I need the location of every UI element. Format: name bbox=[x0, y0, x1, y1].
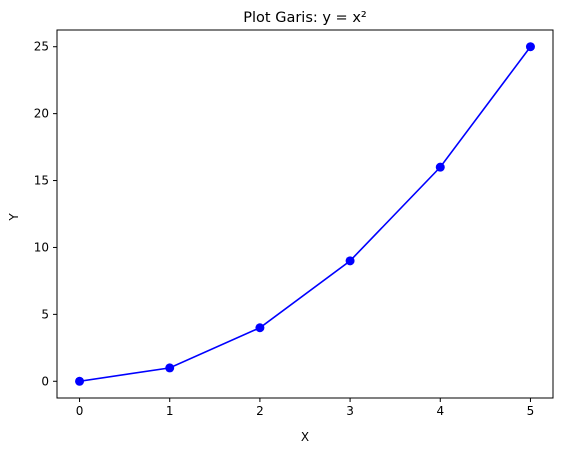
x-tick-label: 5 bbox=[527, 404, 535, 418]
data-point bbox=[165, 363, 175, 373]
data-point bbox=[75, 376, 85, 386]
chart-title: Plot Garis: y = x² bbox=[243, 10, 366, 26]
x-tick-label: 0 bbox=[76, 404, 84, 418]
y-tick-label: 20 bbox=[34, 107, 49, 121]
y-tick-label: 25 bbox=[34, 40, 49, 54]
x-tick-label: 2 bbox=[256, 404, 264, 418]
plot-area: 0 1 2 3 4 5 0 5 10 15 20 25 bbox=[34, 29, 554, 418]
data-point bbox=[435, 162, 445, 172]
y-axis-label: Y bbox=[7, 213, 21, 222]
data-point bbox=[525, 42, 535, 52]
x-tick-label: 3 bbox=[346, 404, 354, 418]
x-axis-label: X bbox=[301, 430, 309, 444]
plot-frame bbox=[56, 29, 554, 399]
x-tick-label: 1 bbox=[166, 404, 174, 418]
y-tick-label: 10 bbox=[34, 240, 49, 254]
y-tick-label: 5 bbox=[41, 307, 49, 321]
data-point bbox=[345, 256, 355, 266]
y-tick-label: 0 bbox=[41, 374, 49, 388]
data-point bbox=[255, 323, 265, 333]
y-tick-label: 15 bbox=[34, 174, 49, 188]
series-line bbox=[79, 46, 532, 383]
x-tick-label: 4 bbox=[436, 404, 444, 418]
